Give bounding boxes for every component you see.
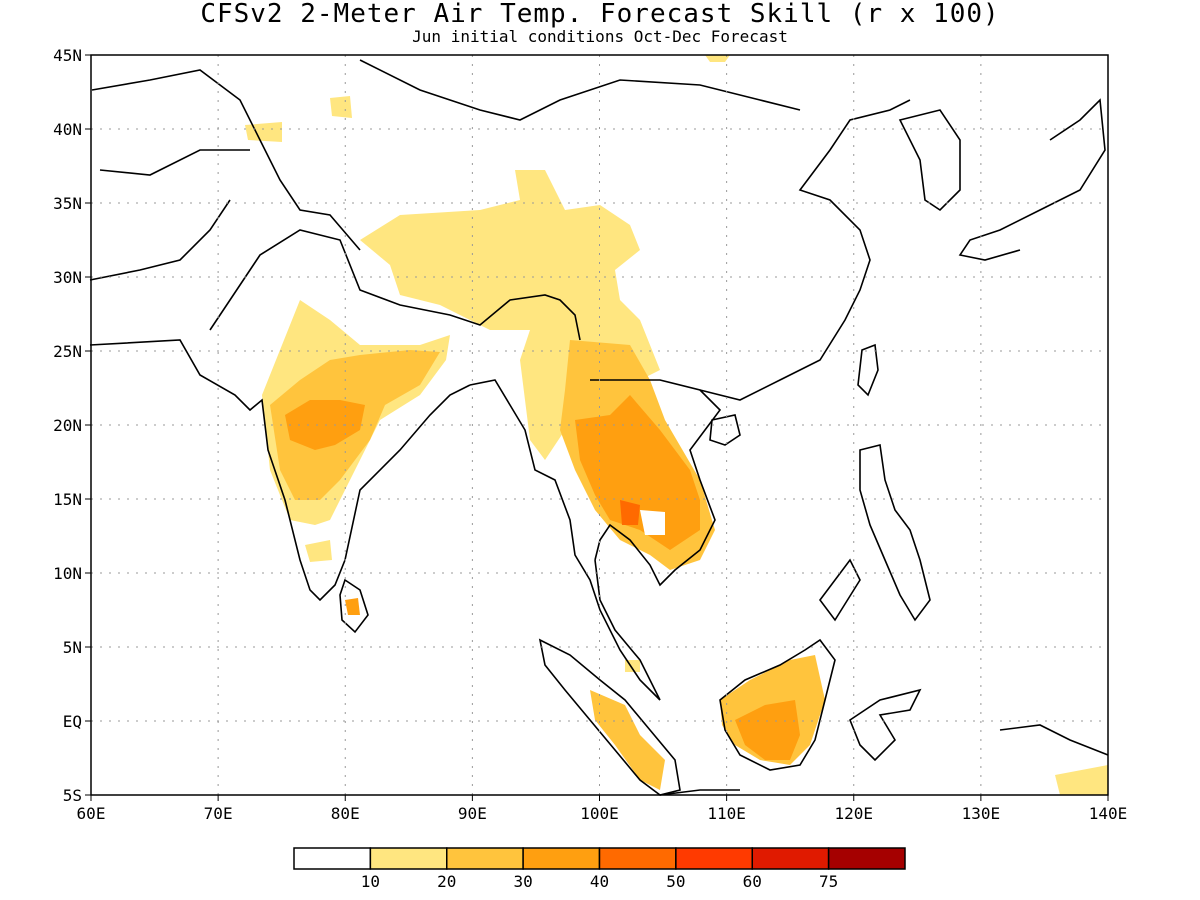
colorbar-swatch <box>446 847 524 870</box>
colorbar-swatch <box>751 847 830 870</box>
latitude-axis: 45N 40N 35N 30N 25N 20N 15N 10N 5N EQ 5S <box>53 46 91 805</box>
colorbar-swatch <box>827 847 906 870</box>
lon-label: 70E <box>204 804 233 823</box>
lat-label: 30N <box>53 268 82 287</box>
lat-label: 20N <box>53 416 82 435</box>
lat-label: 10N <box>53 564 82 583</box>
lat-label: 5S <box>63 786 82 805</box>
lon-label: 130E <box>962 804 1001 823</box>
lon-label: 80E <box>331 804 360 823</box>
map-subtitle: Jun initial conditions Oct-Dec Forecast <box>412 27 788 46</box>
colorbar-label: 60 <box>743 872 762 891</box>
colorbar-label: 30 <box>513 872 532 891</box>
lat-label: 25N <box>53 342 82 361</box>
lon-label: 90E <box>458 804 487 823</box>
lon-label: 140E <box>1089 804 1128 823</box>
colorbar-label: 20 <box>437 872 456 891</box>
lat-label: 15N <box>53 490 82 509</box>
lon-label: 110E <box>707 804 746 823</box>
graticule <box>91 55 1108 795</box>
lon-label: 100E <box>580 804 619 823</box>
colorbar-label: 75 <box>819 872 838 891</box>
skill-shading <box>245 55 1108 795</box>
shade-misc-1 <box>245 122 282 142</box>
colorbar-label: 50 <box>666 872 685 891</box>
colorbar-swatch <box>293 847 372 870</box>
lat-label: 45N <box>53 46 82 65</box>
colorbar-label: 40 <box>590 872 609 891</box>
shade-borneo-30 <box>735 700 800 760</box>
colorbar-swatch <box>522 847 601 870</box>
shade-srilanka <box>345 598 360 615</box>
longitude-axis: 60E 70E 80E 90E 100E 110E 120E 130E 140E <box>77 795 1128 823</box>
map-title: CFSv2 2-Meter Air Temp. Forecast Skill (… <box>200 0 1000 29</box>
shade-indochina-white <box>640 510 665 535</box>
shade-sumatra <box>590 690 665 790</box>
coastlines <box>89 59 1109 796</box>
lat-label: EQ <box>63 712 82 731</box>
colorbar-swatch <box>369 847 448 870</box>
colorbar: 10 20 30 40 50 60 75 <box>293 847 906 891</box>
lat-label: 5N <box>63 638 82 657</box>
shade-misc-3 <box>705 55 730 62</box>
colorbar-swatch <box>675 847 753 870</box>
lat-label: 35N <box>53 194 82 213</box>
shade-indochina-30 <box>575 395 700 550</box>
shade-newguinea <box>1055 765 1108 795</box>
lon-label: 60E <box>77 804 106 823</box>
shade-misc-2 <box>330 96 352 118</box>
shade-india-s <box>305 540 332 562</box>
colorbar-swatch <box>598 847 677 870</box>
lat-label: 40N <box>53 120 82 139</box>
shade-indochina-40 <box>620 500 640 525</box>
colorbar-label: 10 <box>361 872 380 891</box>
lon-label: 120E <box>834 804 873 823</box>
